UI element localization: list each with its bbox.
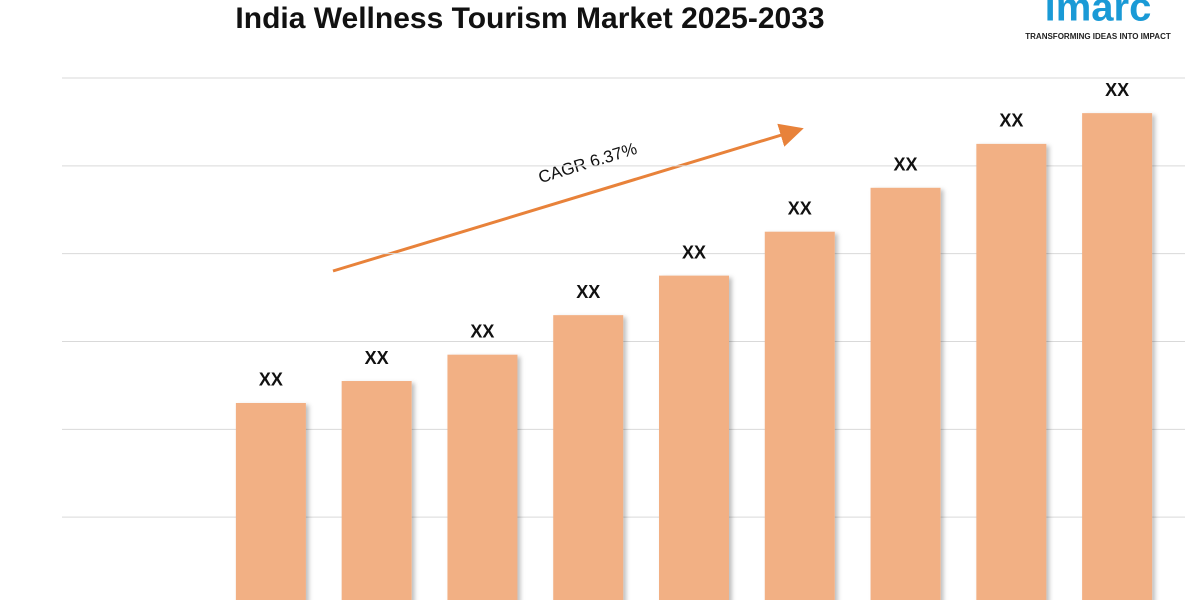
bar bbox=[659, 275, 729, 600]
bar bbox=[1082, 113, 1153, 600]
value-label: XX bbox=[470, 321, 494, 341]
value-label: XX bbox=[788, 198, 812, 218]
bar bbox=[870, 187, 941, 600]
bar bbox=[341, 381, 412, 600]
value-label: XX bbox=[1105, 80, 1129, 100]
value-label: XX bbox=[576, 282, 600, 302]
bar bbox=[235, 402, 306, 600]
bar bbox=[553, 315, 624, 600]
chart-title: India Wellness Tourism Market 2025-2033 bbox=[235, 2, 824, 35]
annotation: CAGR 6.37% bbox=[536, 139, 639, 187]
value-label: XX bbox=[259, 370, 283, 390]
bar bbox=[764, 231, 835, 600]
value-label: XX bbox=[999, 111, 1023, 131]
bar bbox=[976, 143, 1047, 600]
value-label: XX bbox=[894, 155, 918, 175]
bar bbox=[447, 354, 518, 600]
logo: imarc bbox=[1045, 0, 1152, 30]
logo-tagline: TRANSFORMING IDEAS INTO IMPACT bbox=[1025, 32, 1171, 41]
value-label: XX bbox=[365, 348, 389, 368]
cagr-arrow bbox=[332, 123, 804, 273]
value-label: XX bbox=[682, 242, 706, 262]
